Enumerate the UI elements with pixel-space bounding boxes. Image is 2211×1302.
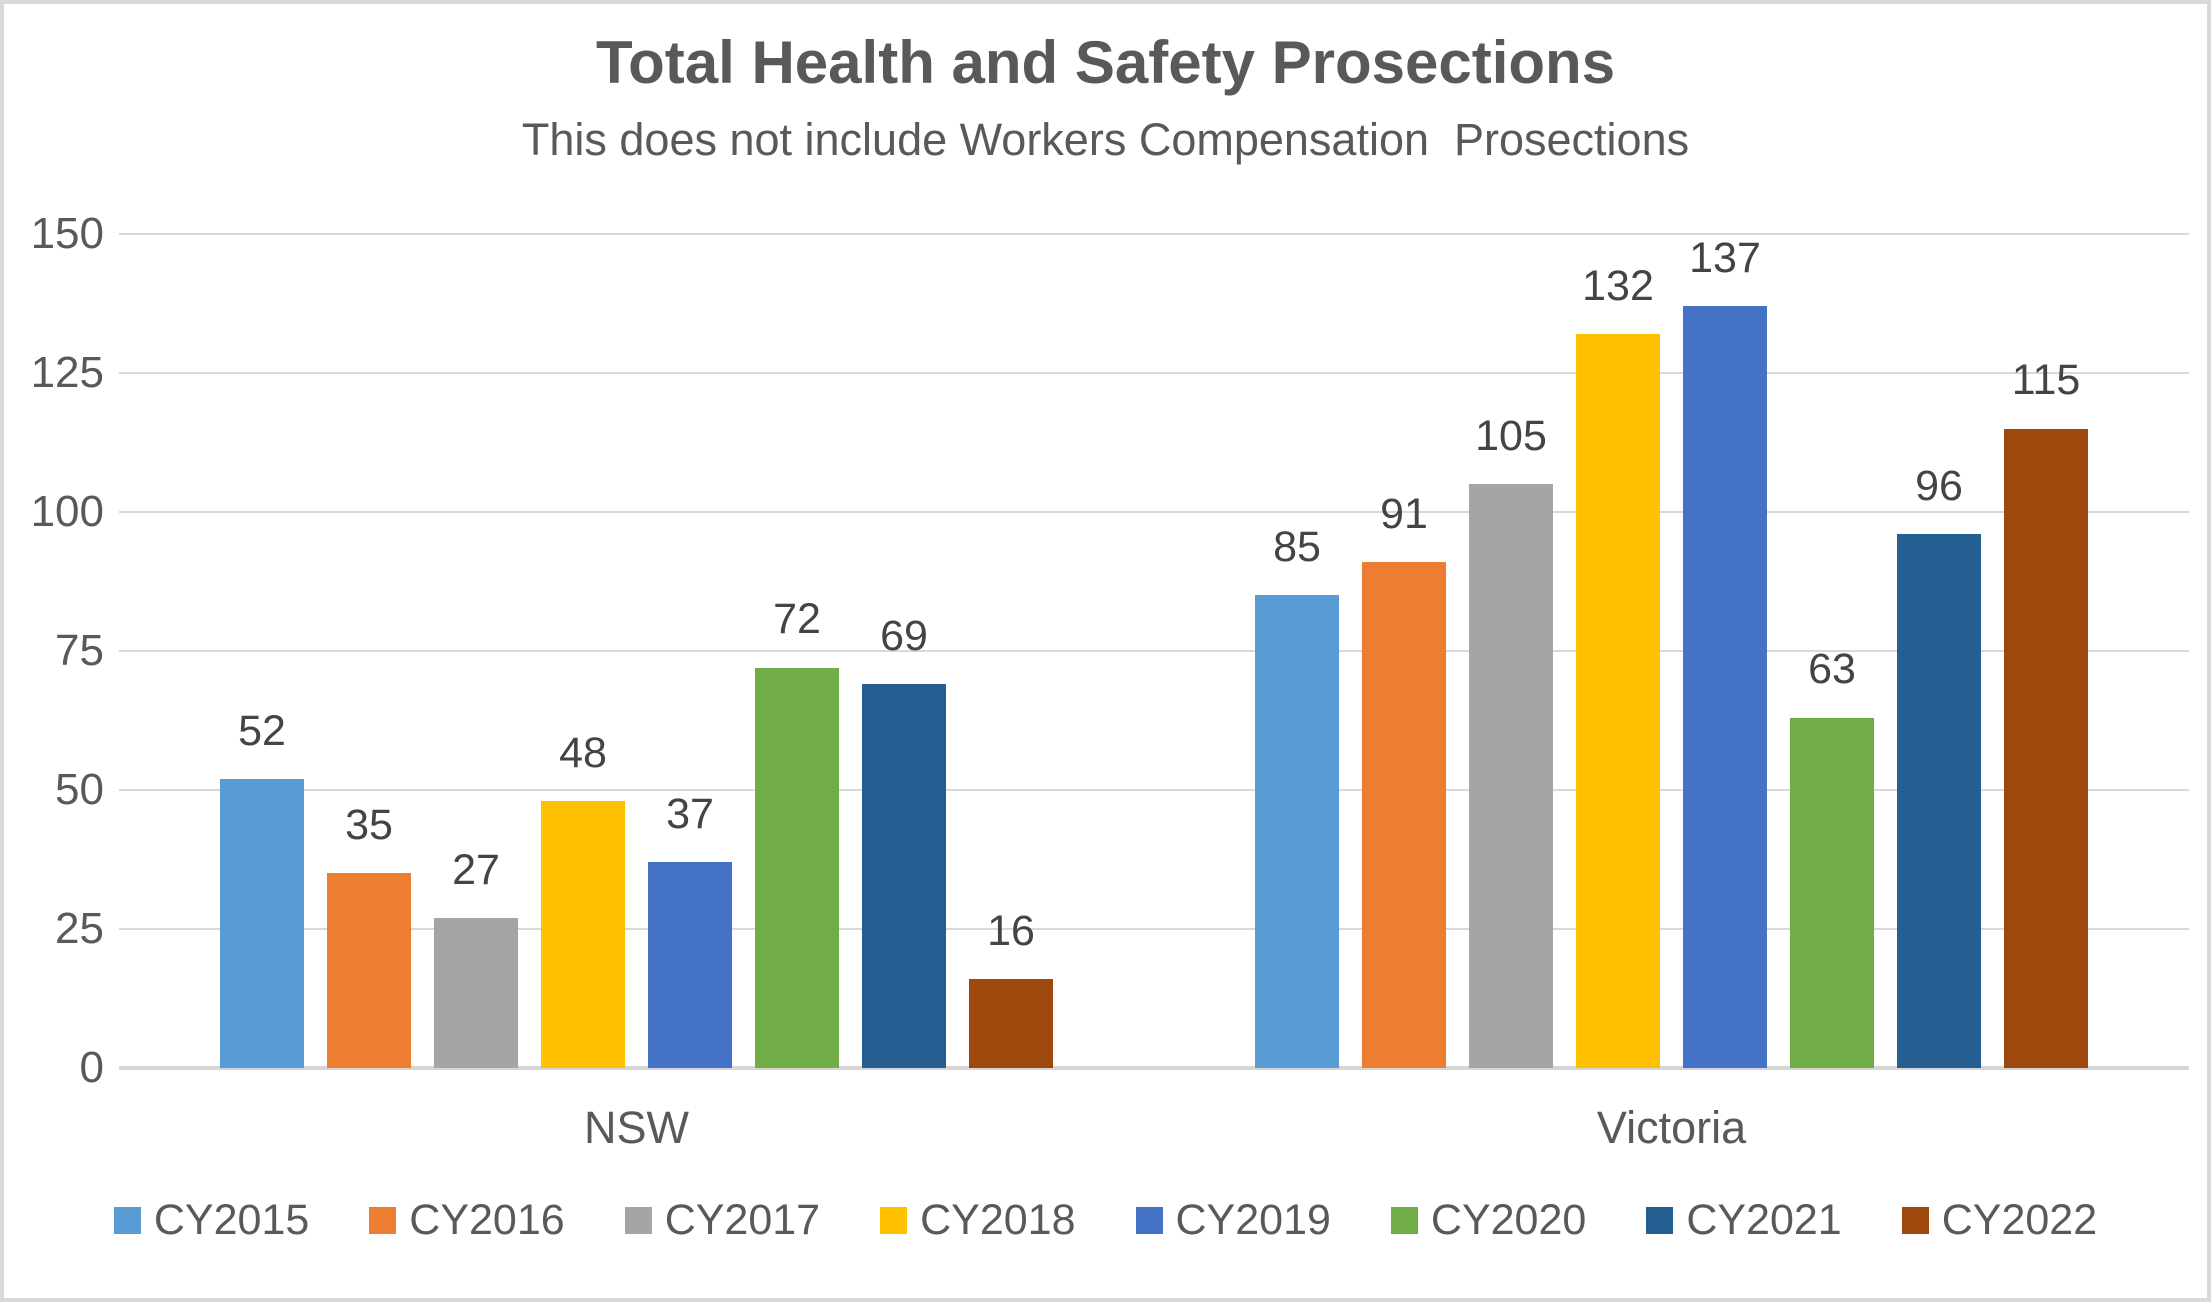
bar-cell-cy2021-victoria: 96: [1897, 234, 1981, 1068]
bar-cy2017-nsw: [434, 917, 518, 1068]
legend-swatch-cy2015: [113, 1207, 141, 1234]
bar-value-label: 105: [1475, 411, 1547, 460]
bar-cell-cy2015-nsw: 52: [220, 234, 304, 1068]
legend-item-cy2022: CY2022: [1901, 1196, 2098, 1245]
bar-cy2016-nsw: [327, 873, 411, 1068]
legend-item-cy2021: CY2021: [1646, 1196, 1842, 1245]
bar-group-victoria: 85 91 105 132 137 63 96 115: [1154, 234, 2189, 1068]
y-axis: 0 25 50 75 100 125 150: [4, 209, 104, 1092]
category-label-victoria: Victoria: [1596, 1102, 1747, 1153]
bar-group-nsw: 52 35 27 48 37 72 69 16: [119, 234, 1154, 1068]
legend-label-cy2020: CY2020: [1430, 1196, 1587, 1244]
bar-value-label: 115: [2011, 356, 2081, 405]
bar-cy2021-victoria: [1897, 534, 1981, 1068]
bar-value-label: 132: [1582, 261, 1654, 310]
bar-cell-cy2020-nsw: 72: [755, 234, 839, 1068]
gridline-150: [119, 233, 2189, 235]
bar-cell-cy2018-victoria: 132: [1576, 234, 1660, 1068]
gridline-50: [119, 789, 2189, 792]
bar-value-label: 16: [987, 906, 1035, 955]
bar-value-label: 72: [773, 595, 821, 644]
bar-cell-cy2015-victoria: 85: [1255, 234, 1339, 1068]
gridline-25: [119, 928, 2189, 931]
y-tick-label-100: 100: [30, 487, 104, 537]
y-tick-label-125: 125: [30, 348, 104, 397]
legend-item-cy2020: CY2020: [1390, 1196, 1587, 1245]
legend-swatch-cy2021: [1646, 1207, 1674, 1234]
chart-subtitle: This does not include Workers Compensati…: [521, 114, 1690, 165]
plot-area: 52 35 27 48 37 72 69 16 85 91 105 132 137 63 96 115: [119, 233, 2189, 1070]
legend-swatch-cy2018: [880, 1207, 908, 1234]
legend-swatch-cy2022: [1901, 1207, 1929, 1234]
bar-cy2021-nsw: [862, 684, 946, 1068]
bar-cy2020-nsw: [755, 667, 839, 1068]
bar-cy2022-victoria: [2004, 428, 2088, 1068]
bar-cell-cy2017-victoria: 105: [1469, 234, 1553, 1068]
bar-value-label: 27: [452, 845, 500, 894]
bar-cell-cy2022-victoria: 115: [2004, 234, 2088, 1068]
legend: CY2015 CY2016 CY2017 CY2018 CY2019 CY2020 CY20…: [4, 1196, 2207, 1245]
bar-value-label: 69: [880, 612, 928, 661]
y-tick-label-75: 75: [55, 626, 104, 675]
bar-cy2018-nsw: [541, 801, 625, 1068]
y-tick-label-0: 0: [79, 1043, 104, 1092]
legend-label-cy2015: CY2015: [153, 1196, 310, 1244]
bar-value-label: 52: [238, 706, 286, 755]
legend-swatch-cy2020: [1390, 1207, 1418, 1234]
bar-value-label: 37: [666, 789, 714, 838]
bar-cy2019-victoria: [1683, 306, 1767, 1068]
bar-value-label: 63: [1808, 645, 1856, 694]
legend-label-cy2017: CY2017: [664, 1196, 821, 1244]
bar-cy2019-nsw: [648, 862, 732, 1068]
gridline-100: [119, 511, 2189, 514]
legend-label-cy2021: CY2021: [1686, 1196, 1842, 1244]
bar-value-label: 91: [1380, 489, 1428, 538]
bar-cy2016-victoria: [1362, 562, 1446, 1068]
bar-cy2020-victoria: [1790, 717, 1874, 1068]
bar-cell-cy2020-victoria: 63: [1790, 234, 1874, 1068]
legend-item-cy2017: CY2017: [624, 1196, 821, 1245]
legend-label-cy2016: CY2016: [409, 1196, 565, 1244]
bar-value-label: 35: [345, 801, 393, 850]
y-tick-label-150: 150: [30, 209, 104, 258]
bar-value-label: 137: [1689, 233, 1761, 282]
category-label-nsw: NSW: [584, 1102, 689, 1153]
legend-swatch-cy2016: [369, 1207, 397, 1234]
bar-cell-cy2019-nsw: 37: [648, 234, 732, 1068]
legend-label-cy2022: CY2022: [1941, 1196, 2098, 1244]
bar-cy2018-victoria: [1576, 334, 1660, 1068]
y-tick-label-50: 50: [55, 765, 104, 815]
bar-cy2017-victoria: [1469, 484, 1553, 1068]
bar-cell-cy2018-nsw: 48: [541, 234, 625, 1068]
gridline-125: [119, 372, 2189, 374]
bar-cell-cy2016-victoria: 91: [1362, 234, 1446, 1068]
bar-cell-cy2019-victoria: 137: [1683, 234, 1767, 1068]
bar-value-label: 48: [559, 728, 607, 777]
bar-cy2022-nsw: [969, 979, 1053, 1068]
bar-cell-cy2021-nsw: 69: [862, 234, 946, 1068]
bar-cell-cy2022-nsw: 16: [969, 234, 1053, 1068]
legend-swatch-cy2019: [1135, 1207, 1163, 1234]
bar-cell-cy2017-nsw: 27: [434, 234, 518, 1068]
bar-cell-cy2016-nsw: 35: [327, 234, 411, 1068]
x-axis: NSW Victoria: [119, 1102, 2189, 1154]
legend-item-cy2018: CY2018: [880, 1196, 1076, 1245]
gridline-75: [119, 650, 2189, 652]
legend-item-cy2016: CY2016: [369, 1196, 565, 1245]
legend-label-cy2019: CY2019: [1175, 1196, 1331, 1244]
legend-swatch-cy2017: [624, 1207, 652, 1234]
legend-label-cy2018: CY2018: [920, 1196, 1076, 1244]
y-tick-label-25: 25: [55, 904, 104, 954]
bar-cy2015-victoria: [1255, 595, 1339, 1068]
bar-value-label: 96: [1915, 461, 1963, 510]
legend-item-cy2015: CY2015: [113, 1196, 310, 1245]
bar-cy2015-nsw: [220, 778, 304, 1068]
chart-title: Total Health and Safety Prosections: [595, 29, 1616, 96]
bar-value-label: 85: [1273, 523, 1321, 572]
gridline-0: [119, 1066, 2189, 1070]
legend-item-cy2019: CY2019: [1135, 1196, 1331, 1245]
